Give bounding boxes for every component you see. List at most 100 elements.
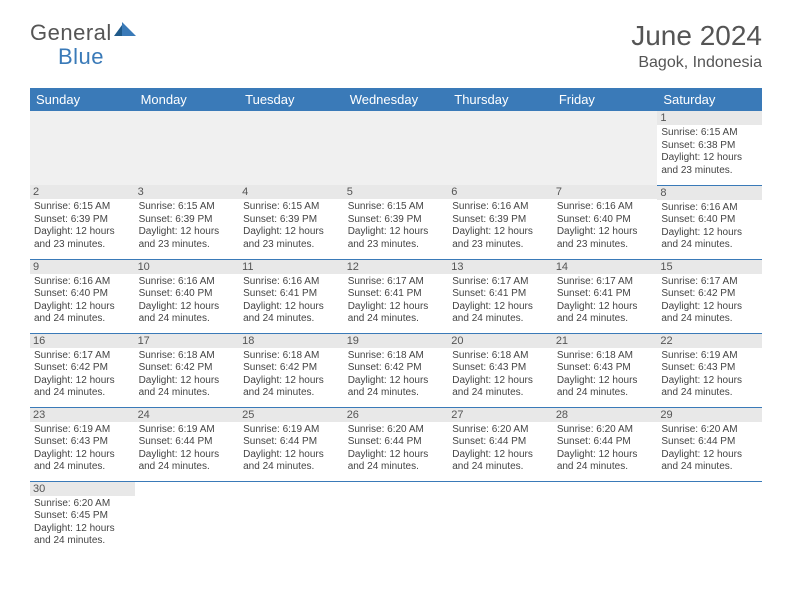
day-number: 8	[657, 186, 762, 200]
calendar-row: 16Sunrise: 6:17 AMSunset: 6:42 PMDayligh…	[30, 333, 762, 407]
cell-text: Daylight: 12 hours	[348, 301, 445, 314]
day-number: 17	[135, 334, 240, 348]
calendar-cell: 4Sunrise: 6:15 AMSunset: 6:39 PMDaylight…	[239, 185, 344, 259]
month-title: June 2024	[631, 20, 762, 52]
cell-text: Sunrise: 6:16 AM	[557, 201, 654, 214]
cell-text: Sunrise: 6:15 AM	[139, 201, 236, 214]
calendar-row: 23 Sunrise: 6:19 AM Sunset: 6:43 PM Dayligh…	[30, 407, 762, 481]
logo-text-blue: Blue	[58, 44, 104, 69]
cell-text: Daylight: 12 hours	[348, 449, 445, 462]
cell-text: and 24 minutes.	[243, 313, 340, 326]
day-number: 7	[553, 185, 658, 199]
cell-text: Sunrise: 6:17 AM	[348, 276, 445, 289]
calendar-cell: 15Sunrise: 6:17 AMSunset: 6:42 PMDayligh…	[657, 259, 762, 333]
calendar-cell: 14Sunrise: 6:17 AMSunset: 6:41 PMDayligh…	[553, 259, 658, 333]
day-number: 18	[239, 334, 344, 348]
cell-text: Sunrise: 6:20 AM	[557, 424, 654, 437]
cell-text: and 23 minutes.	[452, 239, 549, 252]
calendar-cell: 18Sunrise: 6:18 AMSunset: 6:42 PMDayligh…	[239, 333, 344, 407]
calendar-cell: 2Sunrise: 6:15 AMSunset: 6:39 PMDaylight…	[30, 185, 135, 259]
calendar-cell	[448, 111, 553, 185]
day-number: 9	[30, 260, 135, 274]
cell-text: Daylight: 12 hours	[348, 375, 445, 388]
cell-text: and 23 minutes.	[348, 239, 445, 252]
cell-text: Sunrise: 6:17 AM	[34, 350, 131, 363]
day-number: 12	[344, 260, 449, 274]
calendar-cell: 20Sunrise: 6:18 AMSunset: 6:43 PMDayligh…	[448, 333, 553, 407]
cell-text: Sunrise: 6:20 AM	[661, 424, 758, 437]
cell-text: Sunset: 6:40 PM	[34, 288, 131, 301]
cell-text: Sunrise: 6:17 AM	[557, 276, 654, 289]
day-number: 5	[344, 185, 449, 199]
calendar-cell: 17Sunrise: 6:18 AMSunset: 6:42 PMDayligh…	[135, 333, 240, 407]
calendar-cell: 1Sunrise: 6:15 AMSunset: 6:38 PMDaylight…	[657, 111, 762, 185]
cell-text: Daylight: 12 hours	[557, 375, 654, 388]
day-header: Sunday	[30, 88, 135, 111]
logo: General	[30, 20, 140, 46]
cell-text: Sunset: 6:40 PM	[139, 288, 236, 301]
cell-text: Daylight: 12 hours	[139, 375, 236, 388]
day-number: 22	[657, 334, 762, 348]
cell-text: and 24 minutes.	[348, 313, 445, 326]
cell-text: Sunrise: 6:19 AM	[139, 424, 236, 437]
cell-text: Daylight: 12 hours	[452, 375, 549, 388]
day-number: 29	[657, 408, 762, 422]
cell-text: Sunset: 6:42 PM	[34, 362, 131, 375]
cell-text: Sunset: 6:42 PM	[139, 362, 236, 375]
calendar-cell: 25Sunrise: 6:19 AMSunset: 6:44 PMDayligh…	[239, 407, 344, 481]
calendar-cell: 29Sunrise: 6:20 AMSunset: 6:44 PMDayligh…	[657, 407, 762, 481]
header: General June 2024 Bagok, Indonesia	[0, 0, 792, 80]
day-number: 10	[135, 260, 240, 274]
calendar-cell: 27Sunrise: 6:20 AMSunset: 6:44 PMDayligh…	[448, 407, 553, 481]
cell-text: Sunset: 6:44 PM	[557, 436, 654, 449]
calendar-row: 1Sunrise: 6:15 AMSunset: 6:38 PMDaylight…	[30, 111, 762, 185]
calendar-table: Sunday Monday Tuesday Wednesday Thursday…	[30, 88, 762, 555]
cell-text: Daylight: 12 hours	[452, 226, 549, 239]
cell-text: Sunset: 6:39 PM	[139, 214, 236, 227]
cell-text: Sunset: 6:39 PM	[243, 214, 340, 227]
day-number: 19	[344, 334, 449, 348]
day-number: 14	[553, 260, 658, 274]
logo-text-general: General	[30, 20, 112, 46]
calendar-cell	[344, 481, 449, 555]
cell-text: Sunset: 6:43 PM	[557, 362, 654, 375]
cell-text: Daylight: 12 hours	[243, 375, 340, 388]
calendar-cell: 13Sunrise: 6:17 AMSunset: 6:41 PMDayligh…	[448, 259, 553, 333]
cell-text: and 23 minutes.	[139, 239, 236, 252]
day-number: 11	[239, 260, 344, 274]
cell-text: and 24 minutes.	[243, 461, 340, 474]
day-number: 4	[239, 185, 344, 199]
cell-text: and 24 minutes.	[452, 313, 549, 326]
calendar-row: 2Sunrise: 6:15 AMSunset: 6:39 PMDaylight…	[30, 185, 762, 259]
day-number: 6	[448, 185, 553, 199]
cell-text: Sunset: 6:44 PM	[348, 436, 445, 449]
cell-text: and 24 minutes.	[139, 387, 236, 400]
cell-text: Daylight: 12 hours	[243, 449, 340, 462]
cell-text: Sunrise: 6:18 AM	[243, 350, 340, 363]
day-number: 28	[553, 408, 658, 422]
cell-text: Sunset: 6:39 PM	[452, 214, 549, 227]
cell-text: Sunset: 6:41 PM	[452, 288, 549, 301]
calendar-cell	[239, 111, 344, 185]
day-header: Friday	[553, 88, 658, 111]
day-number: 23	[30, 408, 135, 422]
calendar-cell: 21Sunrise: 6:18 AMSunset: 6:43 PMDayligh…	[553, 333, 658, 407]
flag-icon	[114, 22, 140, 45]
calendar-cell: 3Sunrise: 6:15 AMSunset: 6:39 PMDaylight…	[135, 185, 240, 259]
cell-text: Sunset: 6:42 PM	[661, 288, 758, 301]
cell-text: Sunset: 6:40 PM	[661, 214, 758, 227]
cell-text: and 23 minutes.	[661, 165, 758, 178]
cell-text: and 24 minutes.	[661, 461, 758, 474]
day-header: Wednesday	[344, 88, 449, 111]
calendar-cell: 28Sunrise: 6:20 AMSunset: 6:44 PMDayligh…	[553, 407, 658, 481]
cell-text: Daylight: 12 hours	[243, 301, 340, 314]
cell-text: Daylight: 12 hours	[452, 449, 549, 462]
cell-text: Sunset: 6:44 PM	[243, 436, 340, 449]
cell-text: Daylight: 12 hours	[34, 523, 131, 536]
cell-text: Sunset: 6:40 PM	[557, 214, 654, 227]
cell-text: Sunset: 6:41 PM	[243, 288, 340, 301]
cell-text: Sunset: 6:43 PM	[34, 436, 131, 449]
cell-text: and 24 minutes.	[557, 387, 654, 400]
cell-text: and 24 minutes.	[243, 387, 340, 400]
day-number: 16	[30, 334, 135, 348]
